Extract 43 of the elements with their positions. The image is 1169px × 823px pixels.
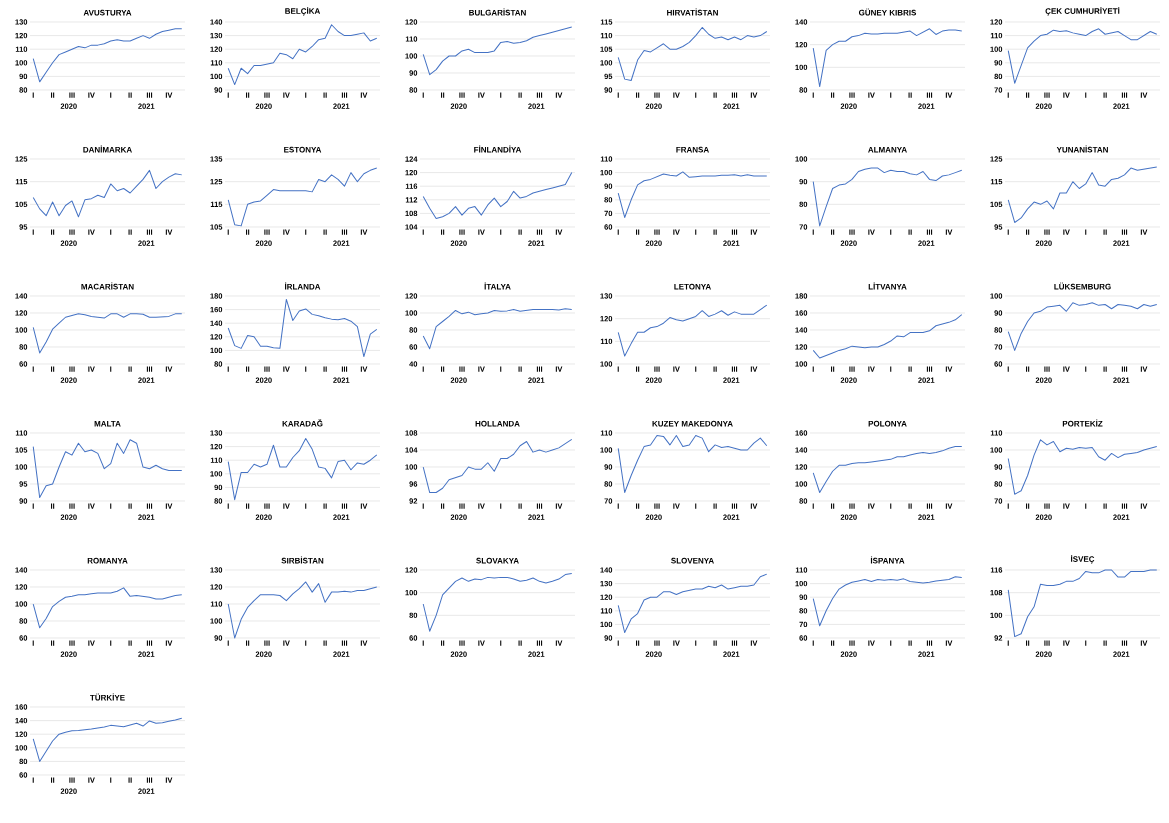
chart-title: TÜRKİYE (90, 693, 125, 701)
line-series (32, 717, 183, 762)
chart-title: ESTONYA (284, 146, 322, 153)
chart-title: ROMANYA (87, 557, 128, 564)
chart-title: SLOVAKYA (476, 557, 519, 564)
chart-title: GÜNEY KIBRIS (858, 8, 917, 16)
line-series (227, 437, 378, 501)
chart-title: LİTVANYA (868, 282, 907, 290)
chart-title: DANİMARKA (83, 145, 132, 153)
chart-title: ALMANYA (868, 146, 907, 153)
chart-title: BELÇİKA (285, 6, 321, 16)
chart-title: PORTEKİZ (1062, 419, 1103, 427)
chart-title: YUNANİSTAN (1056, 145, 1108, 153)
chart-title: AVUSTURYA (83, 9, 132, 16)
chart-title: FİNLANDİYA (474, 145, 522, 153)
line-series (422, 172, 573, 220)
chart-title: İSVEÇ (1071, 554, 1095, 564)
chart-title: İSPANYA (870, 556, 905, 564)
line-series (812, 167, 963, 227)
chart-title: SIRBİSTAN (281, 556, 324, 564)
chart-title: HOLLANDA (475, 420, 520, 427)
chart-title: FRANSA (676, 146, 709, 153)
line-series (617, 435, 768, 494)
chart-title: KUZEY MAKEDONYA (652, 420, 733, 427)
chart-title: LÜKSEMBURG (1054, 282, 1111, 290)
line-series (1007, 439, 1158, 495)
chart-title: LETONYA (674, 283, 711, 290)
chart-title: MALTA (94, 420, 121, 427)
chart-title: POLONYA (868, 420, 907, 427)
chart-title: İTALYA (484, 282, 511, 290)
line-series (617, 26, 768, 81)
chart-title: HIRVATİSTAN (667, 8, 718, 16)
chart-title: İRLANDA (285, 282, 321, 290)
chart-title: SLOVENYA (671, 557, 714, 564)
chart-title: KARADAĞ (282, 419, 323, 427)
chart-title: ÇEK CUMHURİYETİ (1045, 6, 1120, 16)
line-series (1007, 302, 1158, 351)
line-series (422, 572, 573, 632)
line-series (32, 28, 183, 83)
chart-title: MACARİSTAN (81, 282, 134, 290)
chart-title: BULGARİSTAN (469, 8, 526, 16)
line-series (32, 169, 183, 218)
line-series (227, 298, 378, 358)
